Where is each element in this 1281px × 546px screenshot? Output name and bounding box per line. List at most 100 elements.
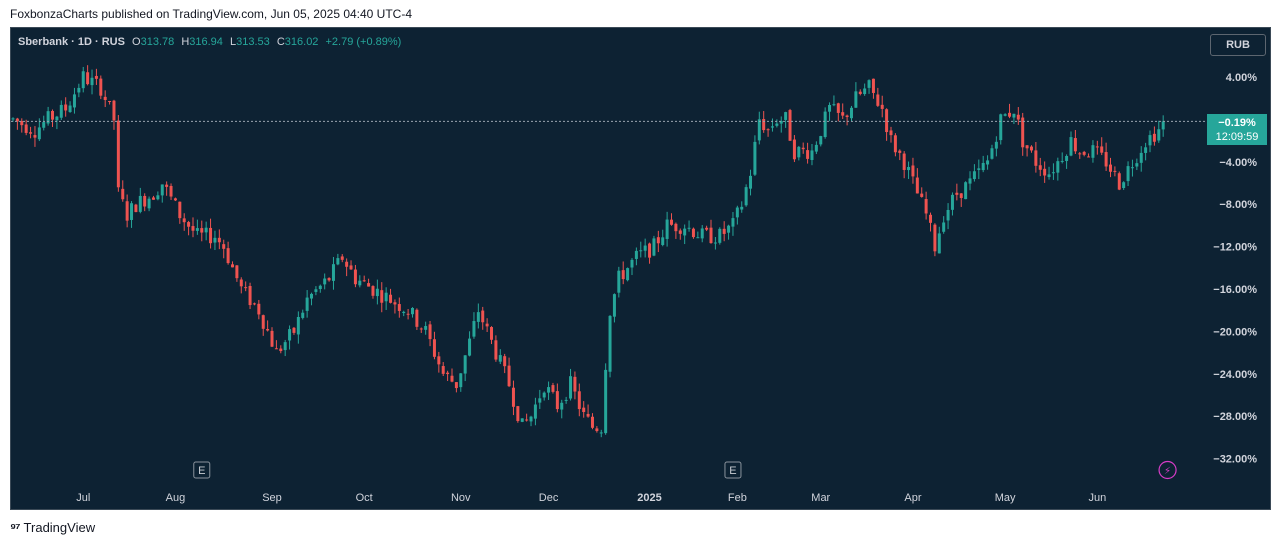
footer-brand[interactable]: ⁹⁷ TradingView <box>10 520 95 535</box>
candle <box>972 164 976 182</box>
svg-text:⚡: ⚡ <box>1164 466 1171 477</box>
candle <box>419 327 423 333</box>
earnings-event-icon[interactable]: E <box>724 461 742 479</box>
candle <box>345 258 349 277</box>
candle <box>709 219 713 244</box>
candle <box>160 184 164 203</box>
candle <box>103 90 107 108</box>
candle <box>29 126 33 139</box>
candle <box>788 108 792 141</box>
candle <box>911 157 915 184</box>
low-label: L <box>229 36 237 48</box>
candle <box>569 368 573 401</box>
candle <box>134 203 138 213</box>
last-price-percent: −0.19% <box>1218 117 1256 129</box>
candle <box>670 213 673 226</box>
candle <box>437 351 441 373</box>
candle <box>590 413 594 430</box>
chart-canvas[interactable]: 4.00% −4.00% −8.00% −12.00% −16.00% −20.00% −2… <box>11 28 1271 510</box>
candle <box>450 368 454 383</box>
x-tick-label: 2025 <box>637 492 661 504</box>
candle <box>1091 140 1095 163</box>
svg-text:E: E <box>729 465 736 477</box>
symbol-name[interactable]: Sberbank · 1D · RUS <box>18 36 125 48</box>
candle <box>151 195 155 200</box>
candle <box>1051 163 1055 180</box>
dividend-event-icon[interactable]: ⚡ <box>1158 460 1177 480</box>
candle <box>801 142 805 154</box>
brand-name: TradingView <box>23 520 96 535</box>
candle <box>1139 146 1143 172</box>
candle <box>582 401 586 418</box>
candle <box>178 201 182 224</box>
currency-button[interactable]: RUB <box>1210 34 1266 56</box>
candle <box>244 281 248 292</box>
chart-frame[interactable]: 4.00% −4.00% −8.00% −12.00% −16.00% −20.00% −2… <box>10 27 1271 510</box>
candle <box>112 99 116 130</box>
candle <box>929 212 933 232</box>
candle <box>744 184 748 207</box>
candle <box>1122 181 1126 190</box>
y-tick-label: 4.00% <box>1226 72 1257 84</box>
candle <box>310 292 314 306</box>
candle <box>823 107 827 139</box>
candle <box>1161 115 1165 137</box>
candle <box>288 325 292 350</box>
candle <box>156 191 160 201</box>
candle <box>77 83 81 98</box>
candle <box>885 108 889 141</box>
candle <box>604 363 608 435</box>
candle <box>494 335 498 362</box>
candle <box>1126 161 1130 187</box>
tradingview-logo-icon: ⁹⁷ <box>10 520 21 535</box>
candle <box>81 66 85 93</box>
candle <box>1144 142 1148 161</box>
earnings-event-icon[interactable]: E <box>193 461 211 479</box>
candle <box>617 266 621 298</box>
low-value: 313.53 <box>236 36 270 48</box>
candle <box>661 229 665 247</box>
x-tick-label: Oct <box>356 492 373 504</box>
candle <box>977 159 981 180</box>
candle <box>648 242 652 264</box>
x-tick-label: Nov <box>451 492 471 504</box>
candle <box>867 79 871 94</box>
symbol-legend: Sberbank · 1D · RUS O313.78 H316.94 L313… <box>18 36 401 48</box>
candle <box>696 231 700 239</box>
candle <box>367 278 371 287</box>
candle <box>266 320 270 332</box>
y-tick-label: −16.00% <box>1213 284 1257 296</box>
candle <box>432 331 436 360</box>
x-tick-label: Dec <box>539 492 559 504</box>
candle <box>889 126 893 143</box>
candle <box>336 253 340 266</box>
candle <box>841 103 845 119</box>
candle <box>424 321 428 335</box>
candle <box>836 102 840 122</box>
candle <box>819 135 823 147</box>
candle <box>937 226 941 254</box>
candle <box>165 181 169 196</box>
candle <box>1152 126 1156 146</box>
candle <box>270 327 274 347</box>
candle <box>454 382 458 393</box>
candle <box>125 194 129 228</box>
candle <box>907 161 911 179</box>
candle <box>551 382 555 394</box>
candle <box>542 391 546 401</box>
candle <box>15 117 19 130</box>
candle <box>42 115 46 131</box>
candle <box>90 69 94 95</box>
candle <box>806 142 810 164</box>
candle <box>173 197 177 202</box>
candle <box>533 397 537 426</box>
candle <box>626 267 630 282</box>
candle <box>314 286 318 296</box>
candle <box>845 114 849 126</box>
candle <box>792 135 796 163</box>
candle <box>713 237 717 250</box>
candle <box>950 192 954 216</box>
candle <box>735 205 739 225</box>
candle <box>757 111 761 145</box>
candle <box>994 136 998 157</box>
